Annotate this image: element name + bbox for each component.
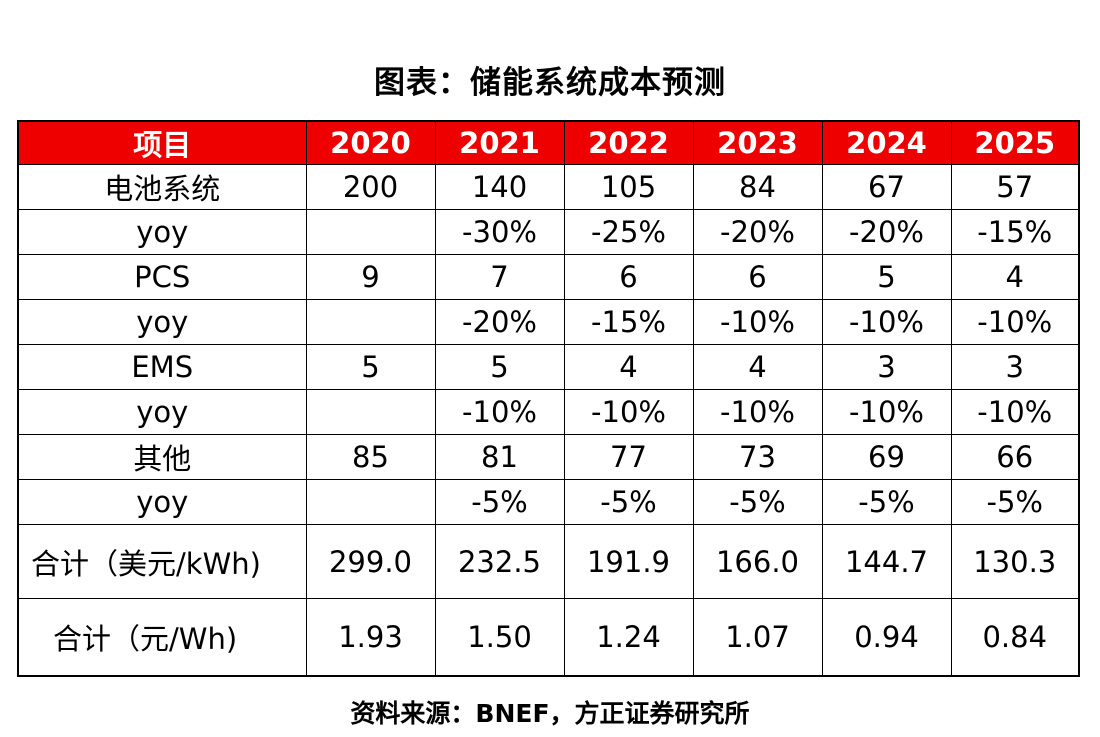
table-cell: 144.7 bbox=[821, 524, 952, 599]
table-row: yoy -5% -5% -5% -5% -5% bbox=[17, 479, 1080, 525]
row-label: 合计（元/Wh) bbox=[17, 598, 307, 677]
table-cell: -10% bbox=[434, 389, 565, 435]
header-cell-2025: 2025 bbox=[950, 120, 1080, 165]
table-cell: -15% bbox=[563, 299, 694, 345]
table-cell: -10% bbox=[821, 299, 952, 345]
table-cell: 73 bbox=[692, 434, 823, 480]
header-cell-2022: 2022 bbox=[563, 120, 694, 165]
table-cell bbox=[305, 299, 436, 345]
header-cell-2021: 2021 bbox=[434, 120, 565, 165]
header-cell-2020: 2020 bbox=[305, 120, 436, 165]
table-cell bbox=[305, 479, 436, 525]
table-cell: 232.5 bbox=[434, 524, 565, 599]
table-cell: 200 bbox=[305, 164, 436, 210]
table-row: PCS 9 7 6 6 5 4 bbox=[17, 254, 1080, 300]
table-cell bbox=[305, 389, 436, 435]
header-cell-2024: 2024 bbox=[821, 120, 952, 165]
table-cell: -20% bbox=[434, 299, 565, 345]
row-label: EMS bbox=[17, 344, 307, 390]
table-cell: -10% bbox=[821, 389, 952, 435]
table-cell: -5% bbox=[821, 479, 952, 525]
table-cell: 105 bbox=[563, 164, 694, 210]
table-cell: 5 bbox=[434, 344, 565, 390]
table-row-total-usd: 合计（美元/kWh) 299.0 232.5 191.9 166.0 144.7… bbox=[17, 524, 1080, 599]
row-label: 合计（美元/kWh) bbox=[17, 524, 307, 599]
table-cell: 3 bbox=[821, 344, 952, 390]
table-cell: 4 bbox=[950, 254, 1080, 300]
table-cell: 6 bbox=[692, 254, 823, 300]
page-title: 图表：储能系统成本预测 bbox=[374, 65, 726, 101]
table-cell: 0.84 bbox=[950, 598, 1080, 677]
table-cell: -10% bbox=[563, 389, 694, 435]
table-cell: 6 bbox=[563, 254, 694, 300]
table-cell: -10% bbox=[692, 299, 823, 345]
row-label: yoy bbox=[17, 299, 307, 345]
table-cell: 5 bbox=[821, 254, 952, 300]
table-cell: -5% bbox=[950, 479, 1080, 525]
row-label: 其他 bbox=[17, 434, 307, 480]
source-note: 资料来源：BNEF，方正证券研究所 bbox=[350, 699, 750, 728]
table-cell: 1.24 bbox=[563, 598, 694, 677]
table-cell: 1.07 bbox=[692, 598, 823, 677]
cost-forecast-table: 项目 2020 2021 2022 2023 2024 2025 电池系统 20… bbox=[17, 120, 1080, 677]
table-cell: 7 bbox=[434, 254, 565, 300]
row-label: yoy bbox=[17, 209, 307, 255]
table-cell: -10% bbox=[692, 389, 823, 435]
row-label: PCS bbox=[17, 254, 307, 300]
row-label: 电池系统 bbox=[17, 164, 307, 210]
table-cell: 299.0 bbox=[305, 524, 436, 599]
table-cell: 4 bbox=[692, 344, 823, 390]
table-cell: 5 bbox=[305, 344, 436, 390]
row-label: yoy bbox=[17, 479, 307, 525]
table-cell: 0.94 bbox=[821, 598, 952, 677]
table-cell: 140 bbox=[434, 164, 565, 210]
table-cell: 3 bbox=[950, 344, 1080, 390]
table-row: yoy -10% -10% -10% -10% -10% bbox=[17, 389, 1080, 435]
table-cell: -5% bbox=[563, 479, 694, 525]
table-cell: 85 bbox=[305, 434, 436, 480]
table-cell: 77 bbox=[563, 434, 694, 480]
table-row: yoy -20% -15% -10% -10% -10% bbox=[17, 299, 1080, 345]
table-cell: -5% bbox=[434, 479, 565, 525]
table-cell: 57 bbox=[950, 164, 1080, 210]
table-cell bbox=[305, 209, 436, 255]
header-cell-2023: 2023 bbox=[692, 120, 823, 165]
table-cell: 69 bbox=[821, 434, 952, 480]
table-cell: -5% bbox=[692, 479, 823, 525]
table-cell: 130.3 bbox=[950, 524, 1080, 599]
table-cell: -10% bbox=[950, 389, 1080, 435]
table-cell: 9 bbox=[305, 254, 436, 300]
table-row-total-cny: 合计（元/Wh) 1.93 1.50 1.24 1.07 0.94 0.84 bbox=[17, 598, 1080, 677]
table-cell: -30% bbox=[434, 209, 565, 255]
table-cell: 84 bbox=[692, 164, 823, 210]
header-cell-item: 项目 bbox=[17, 120, 307, 165]
table-cell: 66 bbox=[950, 434, 1080, 480]
table-cell: 1.93 bbox=[305, 598, 436, 677]
table-row: EMS 5 5 4 4 3 3 bbox=[17, 344, 1080, 390]
table-cell: -15% bbox=[950, 209, 1080, 255]
table-cell: 4 bbox=[563, 344, 694, 390]
table-cell: 1.50 bbox=[434, 598, 565, 677]
table-cell: 166.0 bbox=[692, 524, 823, 599]
table-cell: -20% bbox=[821, 209, 952, 255]
table-cell: 67 bbox=[821, 164, 952, 210]
table-header-row: 项目 2020 2021 2022 2023 2024 2025 bbox=[17, 120, 1080, 165]
table-cell: -10% bbox=[950, 299, 1080, 345]
table-row: 电池系统 200 140 105 84 67 57 bbox=[17, 164, 1080, 210]
table-row: yoy -30% -25% -20% -20% -15% bbox=[17, 209, 1080, 255]
table-cell: 81 bbox=[434, 434, 565, 480]
table-cell: 191.9 bbox=[563, 524, 694, 599]
row-label: yoy bbox=[17, 389, 307, 435]
table-cell: -20% bbox=[692, 209, 823, 255]
table-cell: -25% bbox=[563, 209, 694, 255]
table-row: 其他 85 81 77 73 69 66 bbox=[17, 434, 1080, 480]
